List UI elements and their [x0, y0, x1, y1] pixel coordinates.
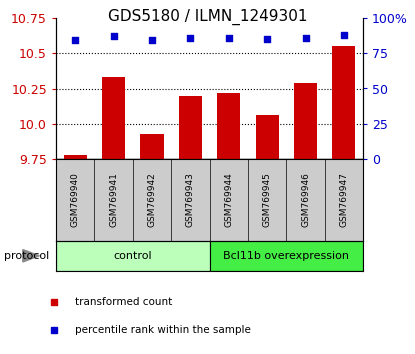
Point	[110, 33, 117, 39]
Point	[72, 38, 78, 43]
Point	[187, 35, 194, 40]
Bar	[332, 46, 355, 159]
Bar	[64, 155, 87, 159]
Bar	[256, 115, 279, 159]
Point	[225, 35, 232, 40]
Text: GSM769940: GSM769940	[71, 172, 80, 228]
Text: GDS5180 / ILMN_1249301: GDS5180 / ILMN_1249301	[108, 9, 307, 25]
Bar	[56, 241, 210, 271]
Text: GSM769947: GSM769947	[339, 172, 349, 228]
Text: transformed count: transformed count	[75, 297, 172, 307]
Point	[149, 38, 155, 43]
Bar	[217, 93, 240, 159]
Text: Bcl11b overexpression: Bcl11b overexpression	[223, 251, 349, 261]
Text: GSM769943: GSM769943	[186, 172, 195, 228]
Text: GSM769944: GSM769944	[224, 173, 233, 227]
Point	[341, 32, 347, 38]
Bar	[102, 77, 125, 159]
Point	[264, 36, 271, 42]
Bar	[179, 96, 202, 159]
Bar	[140, 134, 164, 159]
Bar	[294, 83, 317, 159]
Text: GSM769945: GSM769945	[263, 172, 272, 228]
Text: percentile rank within the sample: percentile rank within the sample	[75, 325, 251, 335]
Text: GSM769946: GSM769946	[301, 172, 310, 228]
Text: GSM769941: GSM769941	[109, 172, 118, 228]
Text: control: control	[113, 251, 152, 261]
Text: protocol: protocol	[4, 251, 49, 261]
Point	[302, 35, 309, 40]
Text: GSM769942: GSM769942	[147, 173, 156, 227]
Bar	[210, 241, 363, 271]
Polygon shape	[23, 250, 39, 262]
